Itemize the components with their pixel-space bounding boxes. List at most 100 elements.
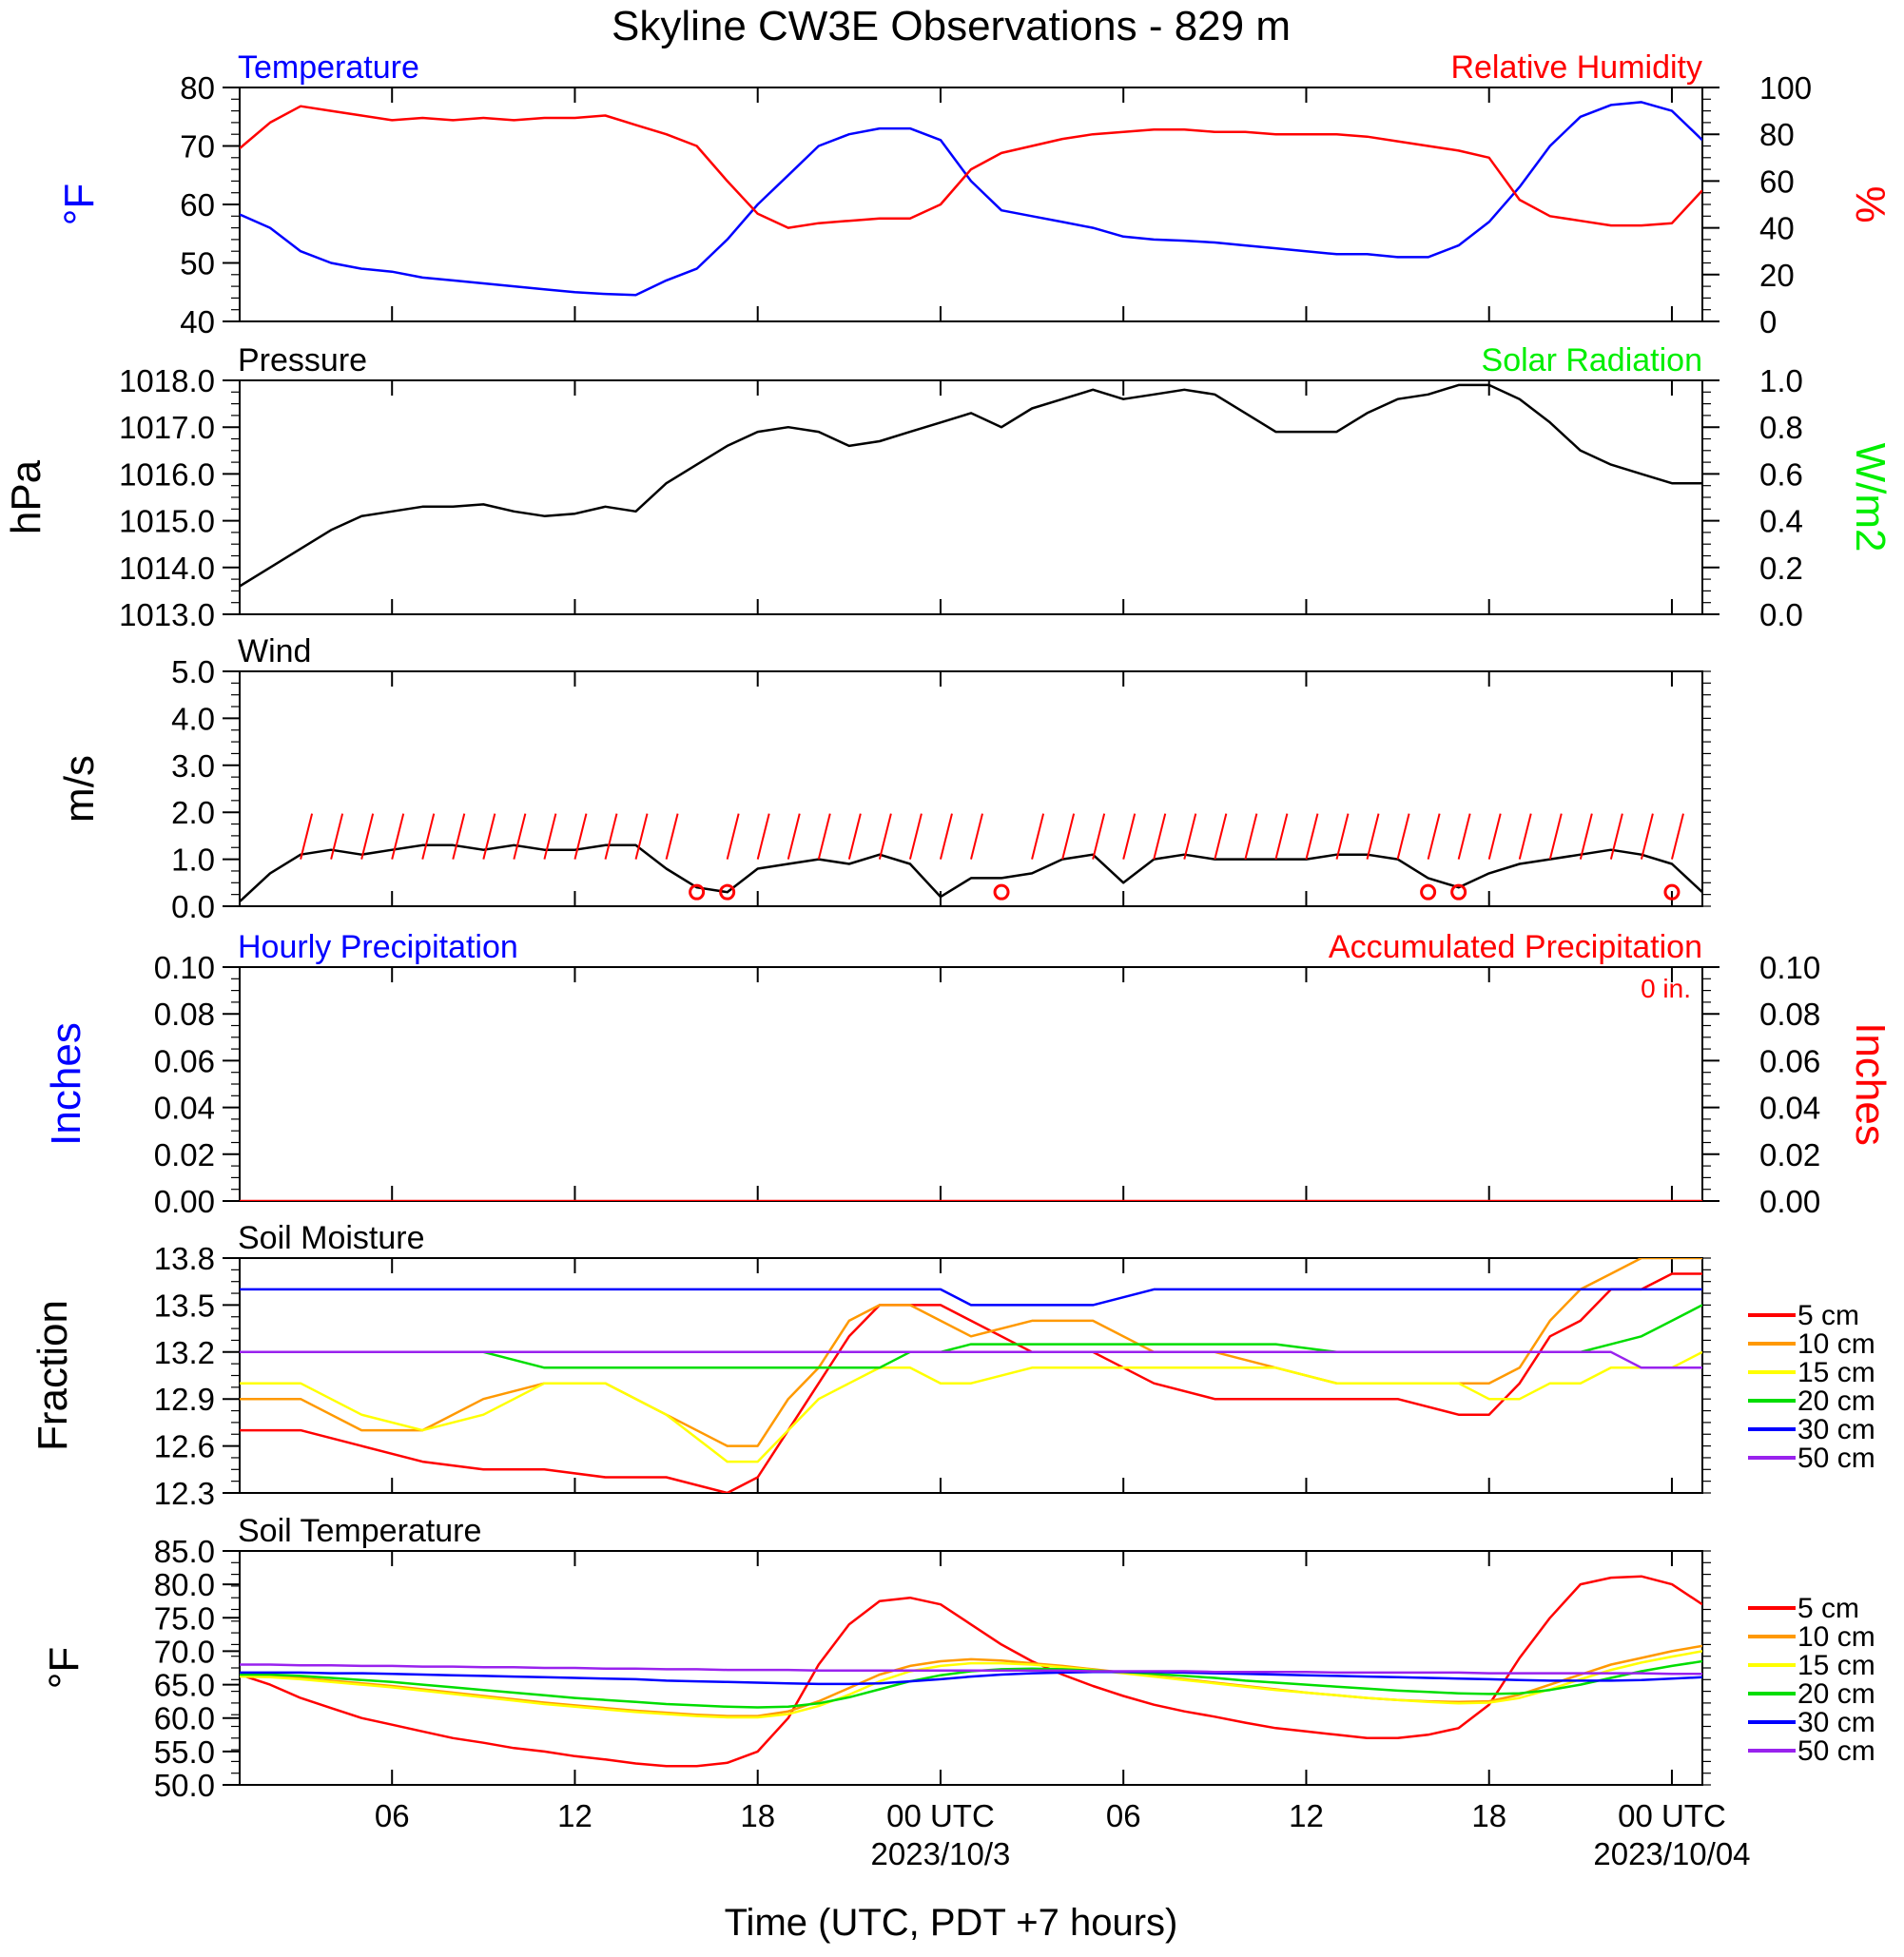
panel-title-left: Wind [238,633,311,669]
y-tick-label: 55.0 [154,1734,215,1770]
legend-label: 20 cm [1797,1385,1875,1417]
panel-frame [239,966,1703,1202]
panel-6: 85.080.075.070.065.060.055.050.0 Soil Tem… [41,1513,1875,1803]
panel-title-left: Soil Moisture [238,1220,425,1256]
wind-barb [452,813,466,860]
x-tick-label: 06 [375,1798,410,1833]
x-tick-label: 06 [1106,1798,1141,1833]
panel-2: 1018.0 1017.0 1016.0 1015.0 1014.0 1013.0 1.0 0… [3,342,1894,632]
y-tick-label-right: 0.00 [1759,1184,1820,1219]
series-line-50-cm [240,1663,1702,1676]
legend-label: 50 cm [1797,1735,1875,1767]
calm-wind-marker [1420,883,1437,901]
y-tick-label: 0.04 [154,1091,215,1126]
wind-barb [1487,813,1502,860]
wind-barb [756,813,770,860]
series-line-temperature [240,101,1702,297]
legend-label: 10 cm [1797,1328,1875,1360]
wind-barb [1214,813,1228,860]
y-tick-label: 1013.0 [119,597,215,632]
wind-barb [513,813,527,860]
panel-4: 0.10 0.08 0.06 0.04 0.02 0.00 0.10 0.08 0.06 0.04… [43,929,1894,1219]
wind-barb [1183,813,1197,860]
series-line-15-cm [240,1650,1702,1719]
calm-wind-marker [993,883,1010,901]
y-tick-label: 1015.0 [119,504,215,539]
y-tick-label-right: 80 [1759,117,1795,152]
y-tick-label: 12.6 [154,1429,215,1464]
y-tick-label-right: 0.4 [1759,504,1803,539]
y-axis-label-left: Inches [43,1022,89,1146]
panel-title-right: Relative Humidity [1450,49,1702,86]
series-group [240,101,1702,297]
panel-title-right: Accumulated Precipitation [1329,929,1702,965]
panel-title-right: Solar Radiation [1482,342,1702,378]
series-line-30-cm [240,1288,1702,1307]
y-axis-label-right: W/m2 [1847,443,1894,552]
wind-barb [1457,813,1471,860]
series-group [240,813,1702,903]
y-tick-label: 0.06 [154,1043,215,1078]
y-tick-label: 12.9 [154,1382,215,1417]
wind-barb [391,813,405,860]
y-tick-label: 13.8 [154,1241,215,1276]
series-line-wind-speed [240,843,1702,903]
wind-barb [1031,813,1045,860]
series-line-15-cm [240,1350,1702,1463]
y-tick-label-right: 0.8 [1759,410,1803,445]
series-line-relative-humidity [240,105,1702,229]
wind-barb [1396,813,1410,860]
y-tick-label: 0.00 [154,1184,215,1219]
y-tick-label: 5.0 [171,654,215,689]
y-tick-label-right: 0.02 [1759,1137,1820,1172]
y-tick-label: 85.0 [154,1534,215,1569]
wind-barb [878,813,892,860]
wind-barb [1670,813,1684,860]
y-tick-label: 1018.0 [119,363,215,398]
figure-title: Skyline CW3E Observations - 829 m [612,3,1291,49]
wind-barb [330,813,344,860]
legend-label: 20 cm [1797,1678,1875,1710]
y-tick-label-right: 1.0 [1759,363,1803,398]
y-tick-label-right: 0 [1759,304,1777,339]
date-label: 2023/10/04 [1593,1836,1750,1871]
y-axis-label-right: Inches [1847,1022,1894,1146]
calm-wind-marker [689,883,706,901]
legend-label: 5 cm [1797,1300,1859,1331]
y-tick-label: 65.0 [154,1668,215,1703]
date-label: 2023/10/3 [871,1836,1011,1871]
panel-frame [239,1257,1703,1494]
legend-label: 15 cm [1797,1650,1875,1681]
y-axis-label-left: °F [56,184,103,225]
series-line-5-cm [240,1575,1702,1768]
y-tick-label: 3.0 [171,748,215,784]
legend-label: 30 cm [1797,1414,1875,1445]
wind-barb [939,813,953,860]
y-axis-label-left: hPa [3,459,49,534]
panel-5: 13.8 13.5 13.2 12.9 12.6 12.3 Soil Moisture Fra… [29,1220,1875,1511]
wind-barb [970,813,983,860]
y-axis-label-left: m/s [56,755,103,823]
wind-barb [1548,813,1563,860]
panel-1: 80 70 60 50 40 100 80 60 40 20 0 Temperature Relativ… [56,49,1894,339]
wind-barb [1640,813,1654,860]
y-tick-label-right: 0.2 [1759,551,1803,586]
wind-barb [665,813,679,860]
panel-title-left: Pressure [238,342,367,378]
y-tick-label: 75.0 [154,1600,215,1636]
wind-barb [1274,813,1289,860]
wind-barb [573,813,588,860]
x-tick-label: 00 UTC [1618,1798,1726,1833]
calm-wind-marker [1450,883,1467,901]
wind-barb [360,813,375,860]
wind-barb [1122,813,1137,860]
x-tick-label: 12 [1289,1798,1324,1833]
y-axis-label-left: °F [41,1647,87,1689]
y-tick-label: 60.0 [154,1701,215,1736]
calm-wind-marker [1663,883,1681,901]
y-tick-label: 0.0 [171,889,215,924]
y-tick-label: 4.0 [171,701,215,736]
series-group [240,383,1702,588]
panel-frame [239,670,1703,907]
